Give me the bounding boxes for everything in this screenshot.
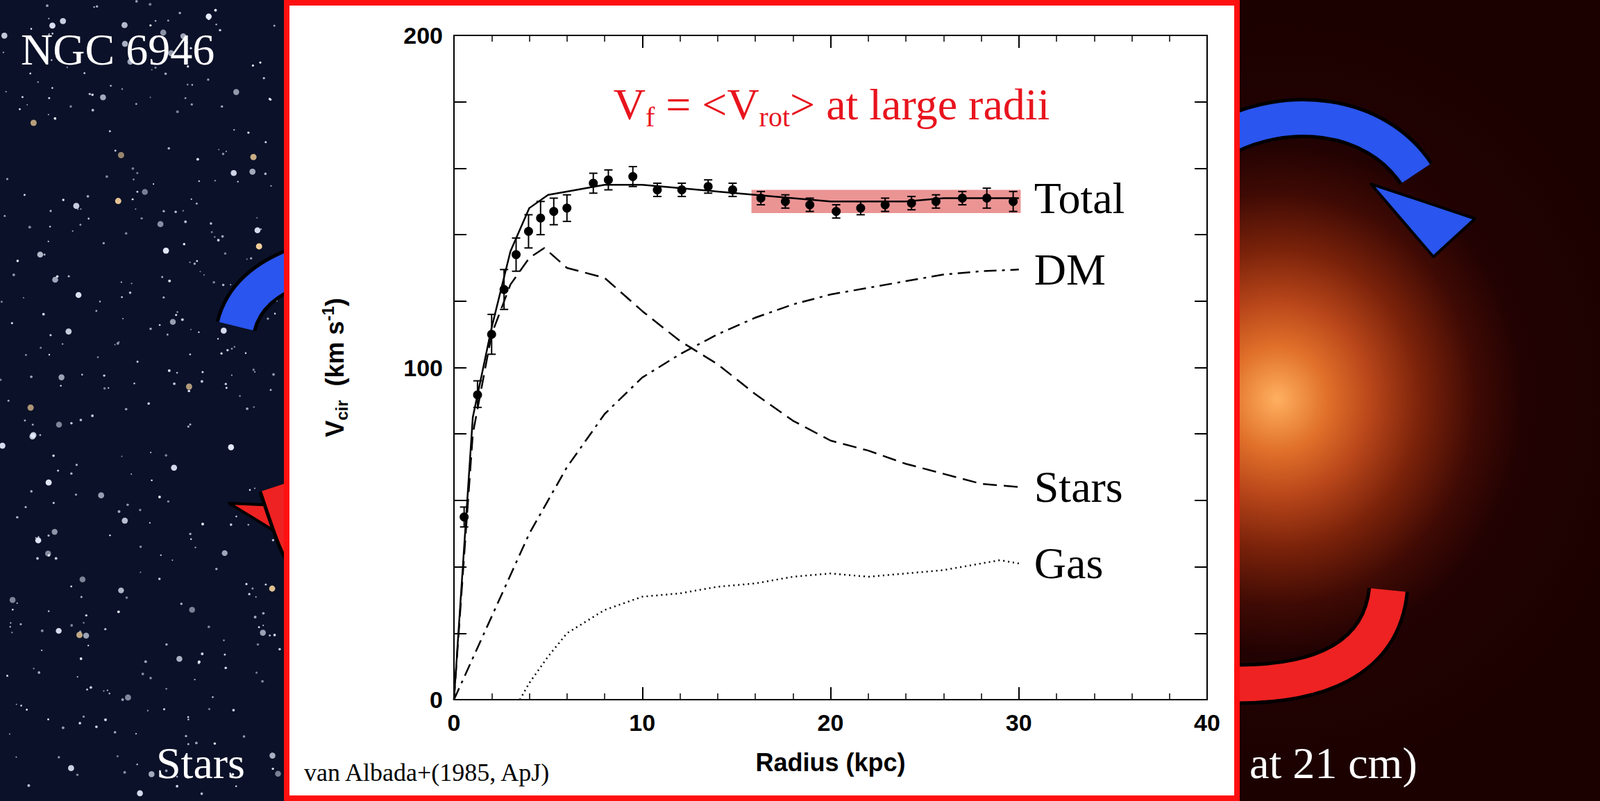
svg-text:rot: rot — [759, 101, 790, 133]
svg-text:0: 0 — [429, 686, 443, 713]
svg-text:Stars: Stars — [1034, 462, 1124, 512]
svg-text:30: 30 — [1005, 709, 1033, 736]
html-text:van Albada+(1985, ApJ): van Albada+(1985, ApJ) — [304, 758, 550, 787]
svg-text:> at large radii: > at large radii — [789, 79, 1050, 130]
html-text:NGC 6946: NGC 6946 — [20, 24, 215, 75]
svg-text:0: 0 — [447, 709, 461, 736]
svg-text:= <V: = <V — [654, 79, 759, 130]
svg-text:20: 20 — [817, 709, 845, 736]
svg-text:40: 40 — [1193, 709, 1221, 736]
svg-text:100: 100 — [403, 354, 443, 382]
svg-text:): ) — [320, 297, 350, 307]
svg-text:cir: cir — [332, 400, 352, 421]
svg-text:V: V — [613, 79, 646, 130]
html-text:Stars: Stars — [156, 738, 246, 788]
svg-text:Gas: Gas — [1034, 538, 1104, 588]
svg-text:(km s: (km s — [320, 320, 350, 400]
svg-text:200: 200 — [403, 22, 443, 49]
svg-text:f: f — [645, 101, 656, 133]
svg-text:DM: DM — [1034, 245, 1106, 295]
html-text:at 21 cm): at 21 cm) — [1249, 738, 1418, 788]
svg-text:Radius (kpc): Radius (kpc) — [755, 748, 906, 777]
svg-text:V: V — [320, 420, 350, 438]
svg-text:-1: -1 — [318, 306, 338, 321]
svg-text:Total: Total — [1034, 173, 1126, 223]
svg-text:10: 10 — [628, 709, 656, 736]
